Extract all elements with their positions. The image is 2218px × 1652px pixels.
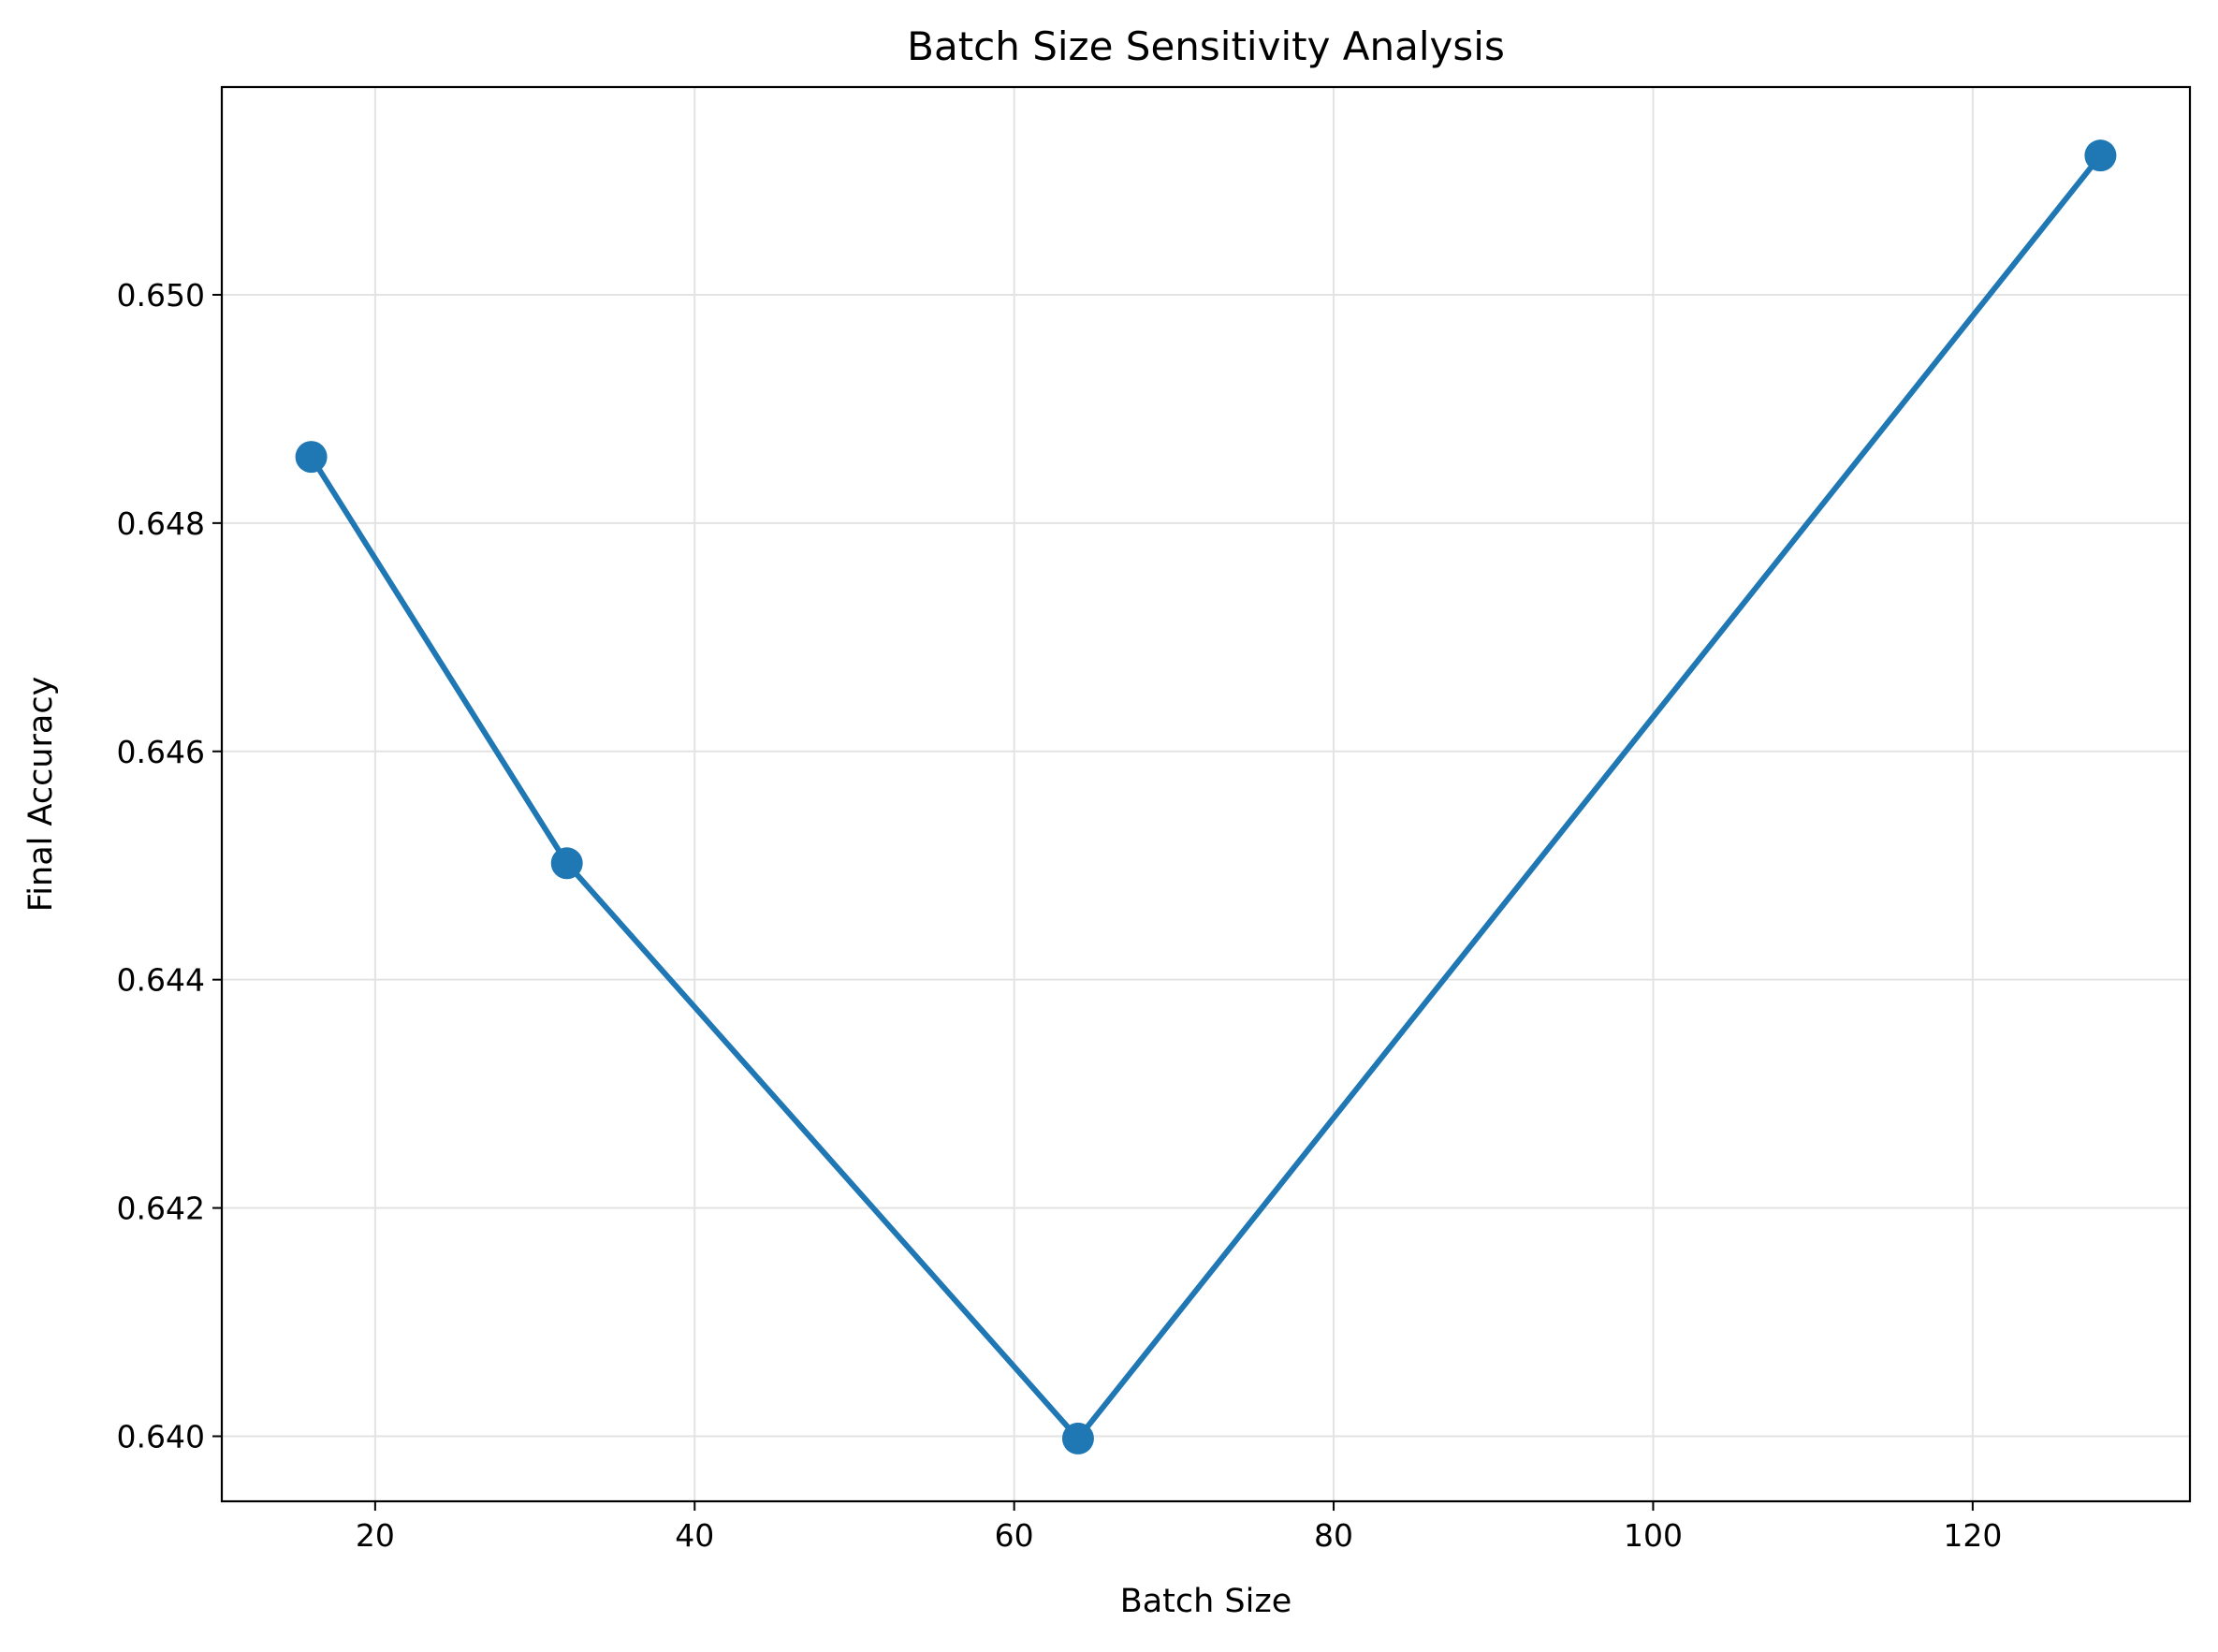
chart-title: Batch Size Sensitivity Analysis — [907, 23, 1505, 69]
x-axis-label: Batch Size — [1120, 1583, 1292, 1620]
x-tick-label: 100 — [1624, 1517, 1683, 1554]
data-point — [2084, 139, 2117, 172]
data-point — [550, 847, 583, 880]
grid — [222, 87, 2190, 1501]
data-series — [295, 139, 2117, 1455]
y-tick-label: 0.640 — [117, 1418, 205, 1455]
data-point — [295, 441, 328, 474]
plot-frame — [220, 85, 2192, 1503]
x-tick-label: 80 — [1314, 1517, 1353, 1554]
y-tick-label: 0.642 — [117, 1191, 205, 1227]
series-line — [308, 153, 2104, 1441]
y-axis-label: Final Accuracy — [22, 677, 60, 913]
y-tick-label: 0.648 — [117, 505, 205, 542]
y-tick-label: 0.644 — [117, 962, 205, 999]
x-tick-label: 20 — [356, 1517, 395, 1554]
y-tick-label: 0.650 — [117, 277, 205, 314]
axis-ticks: 20 40 60 80 100 120 0.640 0.642 0.644 0.646 0.648 0… — [117, 277, 2003, 1554]
x-tick-label: 120 — [1943, 1517, 2002, 1554]
x-tick-label: 40 — [675, 1517, 714, 1554]
data-point — [1061, 1422, 1094, 1455]
x-tick-label: 60 — [995, 1517, 1034, 1554]
y-tick-label: 0.646 — [117, 734, 205, 770]
